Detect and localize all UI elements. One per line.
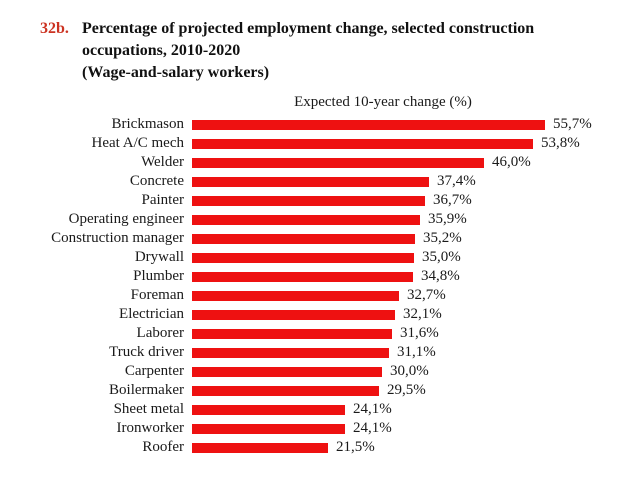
value-label: 35,2%	[423, 230, 462, 246]
value-label: 35,0%	[422, 249, 461, 265]
value-label: 35,9%	[428, 211, 467, 227]
category-label: Brickmason	[111, 116, 185, 132]
bar-chart: Brickmason 55,7% Heat A/C mech 53,8% Welder 4…	[0, 115, 640, 457]
bar	[192, 442, 328, 453]
chart-row: Operating engineer 35,9%	[0, 210, 640, 229]
chart-row: Ironworker 24,1%	[0, 419, 640, 438]
bar	[192, 271, 413, 282]
value-label: 32,7%	[407, 287, 446, 303]
category-label: Operating engineer	[68, 211, 184, 227]
chart-row: Welder 46,0%	[0, 153, 640, 172]
bar	[192, 328, 392, 339]
chart-row: Boilermaker 29,5%	[0, 381, 640, 400]
category-label: Sheet metal	[113, 401, 184, 417]
figure-number: 32b.	[40, 20, 69, 37]
value-label: 53,8%	[541, 135, 580, 151]
category-label: Laborer	[136, 325, 184, 341]
category-label: Roofer	[142, 439, 184, 455]
bar	[192, 233, 415, 244]
chart-row: Painter 36,7%	[0, 191, 640, 210]
bar	[192, 385, 379, 396]
bar	[192, 195, 425, 206]
value-label: 36,7%	[433, 192, 472, 208]
title-line-2: occupations, 2010-2020	[82, 42, 241, 59]
category-label: Foreman	[130, 287, 184, 303]
value-label: 37,4%	[437, 173, 476, 189]
chart-row: Carpenter 30,0%	[0, 362, 640, 381]
bar	[192, 290, 399, 301]
bar	[192, 214, 420, 225]
bar	[192, 347, 389, 358]
category-label: Painter	[141, 192, 185, 208]
category-label: Carpenter	[124, 363, 184, 379]
value-label: 31,6%	[400, 325, 439, 341]
category-label: Concrete	[129, 173, 184, 189]
chart-row: Truck driver 31,1%	[0, 343, 640, 362]
chart-title: Expected 10-year change (%)	[294, 94, 472, 110]
chart-row: Laborer 31,6%	[0, 324, 640, 343]
category-label: Truck driver	[109, 344, 184, 360]
figure-title: 32b. Percentage of projected employment …	[40, 18, 610, 84]
category-label: Ironworker	[116, 420, 184, 436]
category-label: Plumber	[133, 268, 184, 284]
title-line-3: (Wage-and-salary workers)	[82, 64, 270, 81]
category-label: Boilermaker	[109, 382, 184, 398]
category-label: Construction manager	[51, 230, 184, 246]
bar	[192, 309, 395, 320]
chart-row: Plumber 34,8%	[0, 267, 640, 286]
value-label: 24,1%	[353, 401, 392, 417]
chart-row: Foreman 32,7%	[0, 286, 640, 305]
chart-row: Brickmason 55,7%	[0, 115, 640, 134]
category-label: Welder	[141, 154, 184, 170]
chart-row: Drywall 35,0%	[0, 248, 640, 267]
bar	[192, 423, 345, 434]
chart-row: Roofer 21,5%	[0, 438, 640, 457]
bar	[192, 404, 345, 415]
value-label: 29,5%	[387, 382, 426, 398]
value-label: 30,0%	[390, 363, 429, 379]
bar	[192, 119, 545, 130]
chart-row: Construction manager 35,2%	[0, 229, 640, 248]
chart-row: Heat A/C mech 53,8%	[0, 134, 640, 153]
bar	[192, 176, 429, 187]
bar	[192, 366, 382, 377]
bar	[192, 157, 484, 168]
category-label: Heat A/C mech	[91, 135, 184, 151]
value-label: 46,0%	[492, 154, 531, 170]
value-label: 31,1%	[397, 344, 436, 360]
bar	[192, 252, 414, 263]
page-title: Percentage of projected employment chang…	[82, 18, 534, 84]
chart-row: Concrete 37,4%	[0, 172, 640, 191]
value-label: 55,7%	[553, 116, 592, 132]
value-label: 24,1%	[353, 420, 392, 436]
chart-row: Electrician 32,1%	[0, 305, 640, 324]
value-label: 32,1%	[403, 306, 442, 322]
chart-row: Sheet metal 24,1%	[0, 400, 640, 419]
value-label: 34,8%	[421, 268, 460, 284]
category-label: Drywall	[134, 249, 184, 265]
category-label: Electrician	[119, 306, 184, 322]
title-line-1: Percentage of projected employment chang…	[82, 20, 535, 37]
bar	[192, 138, 533, 149]
value-label: 21,5%	[336, 439, 375, 455]
